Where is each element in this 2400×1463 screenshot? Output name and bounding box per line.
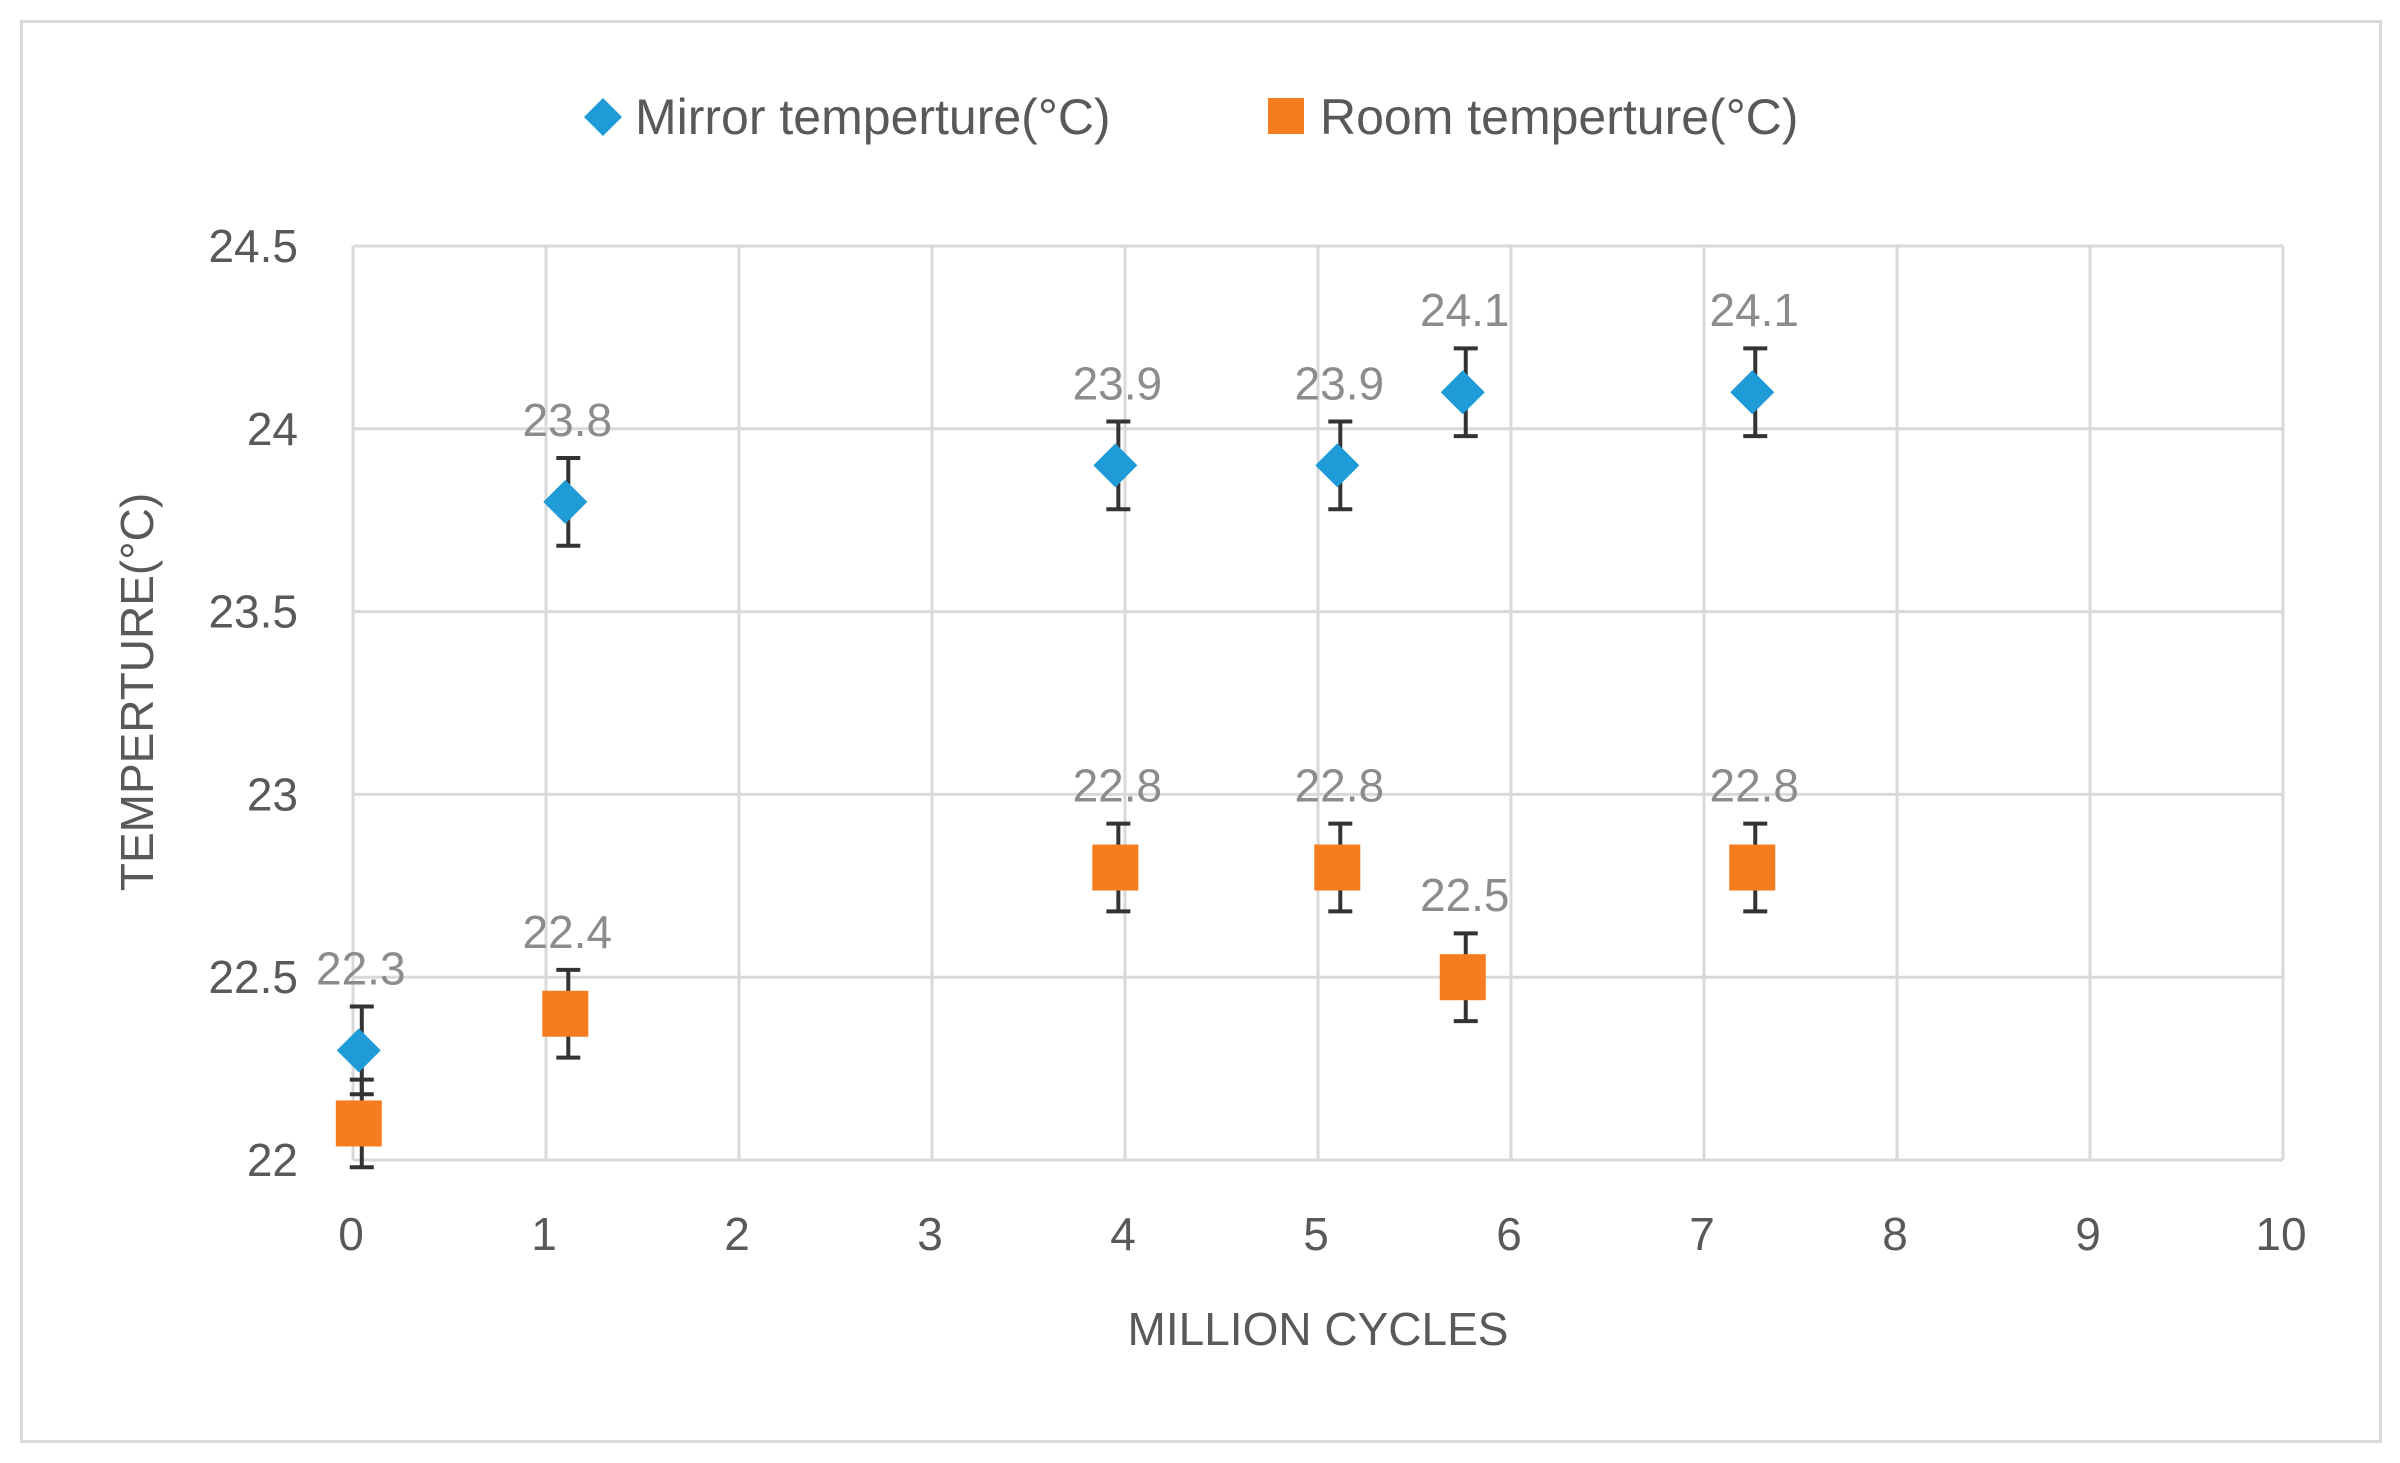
x-tick-label: 9 — [2075, 1208, 2101, 1260]
y-axis-title: TEMPERTURE(°C) — [111, 493, 163, 891]
x-tick-label: 1 — [531, 1208, 557, 1260]
data-label: 22.5 — [1420, 869, 1510, 921]
legend-label-mirror: Mirror temperture(°C) — [635, 89, 1111, 145]
x-axis-title: MILLION CYCLES — [1128, 1303, 1509, 1355]
series-room: 22.4 22.8 22.8 22.5 22.8 — [335, 760, 1799, 1170]
data-point-square — [335, 1100, 382, 1147]
legend-item-mirror: Mirror temperture(°C) — [584, 89, 1111, 145]
series-layer: 22.3 23.8 23.9 23.9 24.1 24.1 22.4 22.8 22.8 22.5… — [316, 284, 1799, 1170]
y-axis-ticks: 22 22.5 23 23.5 24 24.5 — [208, 220, 298, 1186]
data-point-diamond — [1440, 370, 1485, 415]
data-label: 22.8 — [1073, 760, 1163, 812]
data-label: 23.9 — [1073, 357, 1163, 409]
x-tick-label: 5 — [1303, 1208, 1329, 1260]
data-point-square — [542, 990, 589, 1037]
legend-label-room: Room temperture(°C) — [1320, 89, 1798, 145]
data-label: 22.3 — [316, 942, 406, 994]
legend: Mirror temperture(°C) Room temperture(°C… — [584, 89, 1798, 145]
y-tick-label: 23.5 — [208, 586, 298, 638]
x-tick-label: 8 — [1882, 1208, 1908, 1260]
data-point-square — [1092, 844, 1139, 891]
x-tick-label: 2 — [724, 1208, 750, 1260]
legend-diamond-marker — [584, 98, 622, 136]
legend-square-marker — [1268, 98, 1304, 134]
data-label: 23.9 — [1295, 357, 1385, 409]
legend-item-room: Room temperture(°C) — [1268, 89, 1798, 145]
data-label: 24.1 — [1709, 284, 1799, 336]
y-tick-label: 24 — [247, 403, 298, 455]
data-point-diamond — [336, 1028, 381, 1073]
x-tick-label: 6 — [1496, 1208, 1522, 1260]
data-point-square — [1729, 844, 1776, 891]
y-tick-label: 23 — [247, 768, 298, 820]
data-point-square — [1314, 844, 1361, 891]
data-point-diamond — [1093, 443, 1138, 488]
series-mirror: 22.3 23.8 23.9 23.9 24.1 24.1 — [316, 284, 1799, 1097]
x-axis-ticks: 0 1 2 3 4 5 6 7 8 9 10 — [338, 1208, 2306, 1260]
x-tick-label: 7 — [1689, 1208, 1715, 1260]
chart-frame — [20, 20, 2382, 1443]
x-tick-label: 4 — [1110, 1208, 1136, 1260]
x-tick-label: 3 — [917, 1208, 943, 1260]
data-label: 23.8 — [523, 394, 613, 446]
x-tick-label: 0 — [338, 1208, 364, 1260]
data-label: 22.4 — [523, 906, 613, 958]
data-label: 22.8 — [1709, 760, 1799, 812]
data-label: 24.1 — [1420, 284, 1510, 336]
y-tick-label: 24.5 — [208, 220, 298, 272]
y-tick-label: 22 — [247, 1134, 298, 1186]
data-point-diamond — [543, 479, 588, 524]
data-point-diamond — [1730, 370, 1775, 415]
y-tick-label: 22.5 — [208, 951, 298, 1003]
data-label: 22.8 — [1295, 760, 1385, 812]
data-point-square — [1439, 954, 1486, 1001]
data-point-diamond — [1315, 443, 1360, 488]
x-tick-label: 10 — [2255, 1208, 2306, 1260]
